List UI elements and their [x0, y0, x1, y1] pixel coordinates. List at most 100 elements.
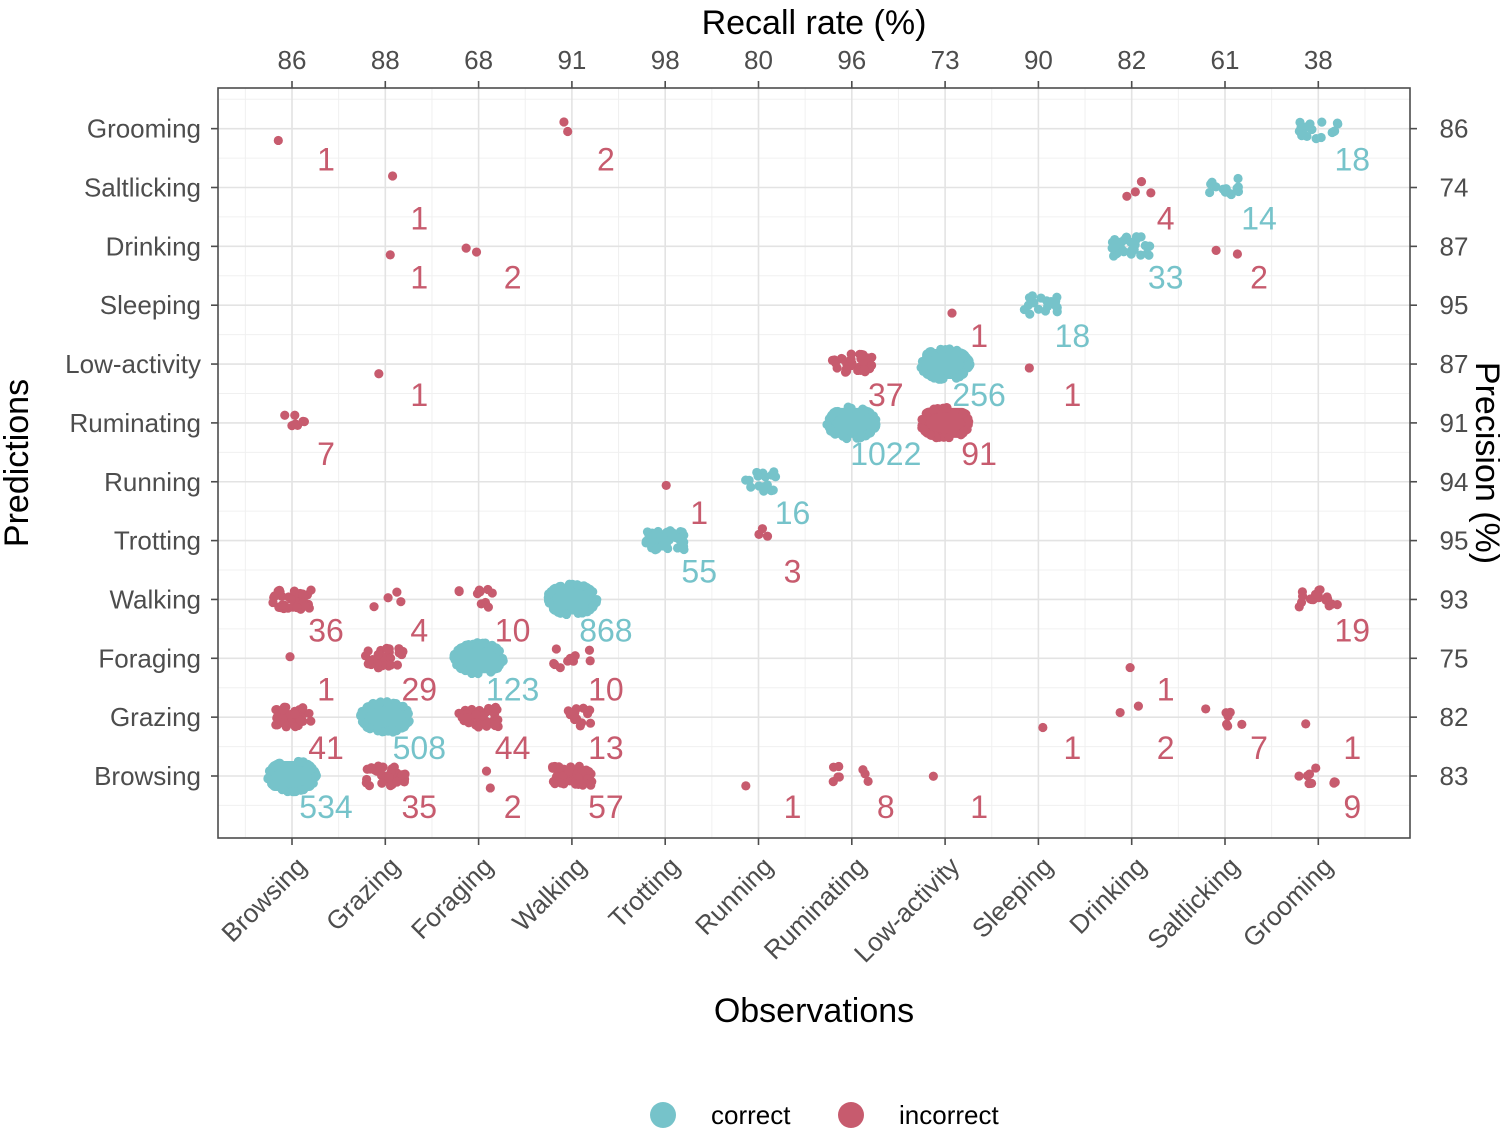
data-point: [382, 697, 392, 707]
dense-point-cluster: [922, 407, 969, 438]
data-point: [278, 784, 288, 795]
y-tick-label: Ruminating: [69, 408, 201, 438]
dense-point-cluster: [828, 407, 875, 438]
data-point: [929, 404, 939, 414]
cell-count-label: 4: [1157, 201, 1175, 237]
data-point: [290, 410, 300, 420]
cell-count-label: 1: [410, 377, 428, 413]
cell-count-label: 91: [961, 436, 997, 472]
data-point: [304, 708, 314, 719]
x-tick-label: Grazing: [320, 851, 406, 937]
y-tick-label: Walking: [109, 584, 201, 614]
data-point: [550, 659, 560, 670]
cell-count-label: 10: [588, 671, 624, 707]
data-point: [559, 117, 569, 127]
data-point: [385, 653, 396, 663]
x-tick-label: Running: [689, 851, 779, 941]
data-point: [272, 712, 282, 722]
data-point: [561, 609, 572, 620]
data-point: [263, 773, 273, 783]
data-point: [588, 601, 598, 611]
recall-tick-label: 82: [1117, 45, 1146, 75]
data-point: [1306, 778, 1317, 788]
data-point: [1130, 187, 1140, 197]
data-point: [678, 539, 688, 550]
dense-point-cluster: [269, 761, 315, 791]
data-point: [550, 584, 560, 594]
data-point: [391, 699, 401, 709]
panel-border: [217, 87, 1411, 839]
cell-count-label: 3: [784, 554, 802, 590]
y-tick-label: Running: [104, 467, 201, 497]
y-tick-label: Saltlicking: [84, 173, 201, 203]
data-point: [1237, 719, 1247, 729]
data-point: [947, 308, 957, 318]
data-point: [1330, 777, 1340, 787]
recall-tick-label: 88: [371, 45, 400, 75]
data-point: [400, 721, 410, 731]
data-point: [300, 601, 310, 611]
data-point: [1218, 184, 1228, 194]
data-point: [661, 480, 671, 491]
legend-correct-label: correct: [711, 1100, 791, 1130]
cell-count-label: 9: [1343, 789, 1361, 825]
cell-count-label: 7: [317, 436, 335, 472]
data-point: [1307, 124, 1317, 135]
data-point: [1140, 240, 1150, 251]
precision-tick-label: 75: [1440, 643, 1469, 673]
cell-count-label: 18: [1335, 142, 1371, 178]
data-point: [290, 419, 301, 429]
precision-tick-label: 83: [1440, 761, 1469, 791]
y-tick-label: Grazing: [110, 702, 201, 732]
legend-incorrect-label: incorrect: [899, 1100, 999, 1130]
cell-count-label: 10: [495, 612, 531, 648]
data-point: [564, 766, 574, 776]
data-point: [551, 644, 561, 654]
data-point: [403, 708, 413, 719]
data-point: [1310, 589, 1321, 599]
data-point: [956, 430, 966, 440]
data-point: [375, 765, 386, 776]
precision-tick-label: 87: [1440, 349, 1469, 379]
cell-count-label: 1: [410, 201, 428, 237]
data-point: [1144, 250, 1154, 260]
recall-tick-label: 61: [1211, 45, 1240, 75]
data-point: [548, 603, 559, 614]
data-point: [292, 602, 302, 613]
data-point: [928, 771, 938, 781]
data-point: [366, 763, 376, 773]
data-point: [831, 407, 841, 417]
data-point: [472, 589, 483, 599]
data-point: [1304, 769, 1315, 779]
data-point: [1317, 117, 1327, 127]
data-point: [584, 645, 595, 655]
data-point: [762, 531, 773, 541]
recall-tick-label: 68: [464, 45, 493, 75]
precision-tick-label: 93: [1440, 584, 1469, 614]
data-point: [579, 581, 589, 591]
recall-tick-label: 73: [931, 45, 960, 75]
data-point: [585, 718, 596, 728]
cell-count-label: 2: [1250, 259, 1268, 295]
legend-incorrect-swatch: [838, 1102, 864, 1128]
data-point: [277, 600, 287, 610]
cell-count-label: 16: [775, 495, 811, 531]
data-point: [936, 373, 947, 384]
cell-count-label: 44: [495, 730, 531, 766]
y-tick-label: Sleeping: [100, 290, 201, 320]
data-points: [263, 117, 1343, 797]
data-point: [471, 709, 481, 720]
y-tick-label: Foraging: [98, 643, 201, 673]
data-point: [1146, 188, 1156, 198]
data-point: [741, 475, 751, 485]
data-point: [652, 544, 662, 554]
data-point: [1211, 245, 1221, 255]
data-point: [1122, 191, 1132, 201]
x-axis-title: Observations: [714, 992, 914, 1030]
cell-count-label: 508: [393, 730, 446, 766]
cell-count-label: 123: [486, 671, 539, 707]
data-point: [449, 652, 459, 663]
data-point: [361, 778, 371, 788]
data-point: [1301, 719, 1311, 729]
data-point: [455, 663, 466, 673]
